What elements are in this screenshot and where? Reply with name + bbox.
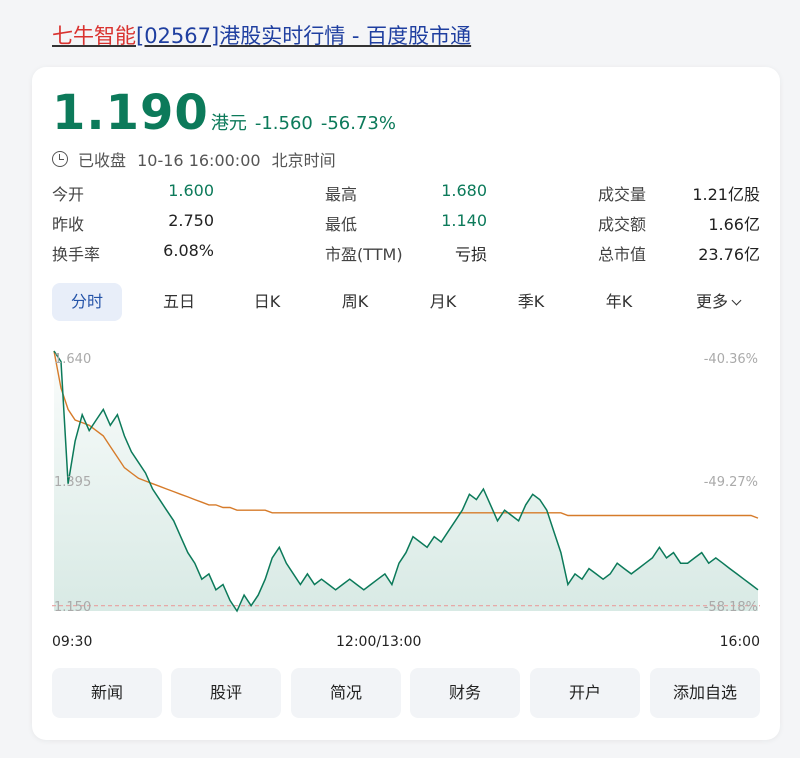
price-change-pct: -56.73% bbox=[320, 113, 396, 134]
chevron-down-icon bbox=[731, 295, 742, 306]
tab-quarterly-k[interactable]: 季K bbox=[517, 292, 545, 311]
status-timezone: 北京时间 bbox=[271, 151, 336, 170]
open-label: 今开 bbox=[52, 185, 85, 204]
volume-value: 1.21亿股 bbox=[692, 185, 760, 204]
low-value: 1.140 bbox=[441, 211, 487, 230]
tab-yearly-k[interactable]: 年K bbox=[605, 292, 633, 311]
turnover-rate-label: 换手率 bbox=[52, 245, 101, 264]
low-label: 最低 bbox=[325, 215, 358, 234]
y-tick-label: 1.395 bbox=[54, 475, 91, 490]
pct-tick-label: -49.27% bbox=[704, 475, 758, 490]
comments-button[interactable]: 股评 bbox=[171, 668, 281, 718]
tab-weekly-k[interactable]: 周K bbox=[341, 292, 369, 311]
y-tick-label: 1.640 bbox=[54, 352, 91, 367]
price-area bbox=[54, 351, 758, 611]
pct-tick-label: -40.36% bbox=[704, 352, 758, 367]
tab-more[interactable]: 更多 bbox=[676, 283, 760, 321]
pct-tick-label: -58.18% bbox=[704, 600, 758, 615]
market-cap-value: 23.76亿 bbox=[698, 245, 760, 264]
pe-label: 市盈(TTM) bbox=[325, 245, 403, 264]
clock-icon bbox=[52, 151, 68, 167]
intraday-chart[interactable]: 1.640 1.395 1.150 -40.36% -49.27% -58.18% bbox=[52, 337, 762, 647]
finance-button[interactable]: 财务 bbox=[410, 668, 520, 718]
status-time: 10-16 16:00:00 bbox=[137, 151, 261, 170]
tab-intraday[interactable]: 分时 bbox=[52, 283, 122, 321]
tab-five-day[interactable]: 五日 bbox=[162, 292, 195, 311]
x-label-midday: 12:00/13:00 bbox=[336, 634, 422, 650]
tab-monthly-k[interactable]: 月K bbox=[429, 292, 457, 311]
turnover-rate-value: 6.08% bbox=[163, 241, 214, 260]
page-title-rest[interactable]: [02567]港股实时行情 - 百度股市通 bbox=[136, 24, 472, 48]
news-button[interactable]: 新闻 bbox=[52, 668, 162, 718]
add-watchlist-button[interactable]: 添加自选 bbox=[650, 668, 760, 718]
quote-card: 1.190 港元 -1.560 -56.73% 已收盘 10-16 16:00:… bbox=[32, 67, 780, 740]
open-account-button[interactable]: 开户 bbox=[530, 668, 640, 718]
high-value: 1.680 bbox=[441, 181, 487, 200]
market-status: 已收盘 10-16 16:00:00 北京时间 bbox=[52, 147, 342, 171]
turnover-label: 成交额 bbox=[598, 215, 647, 234]
x-label-open: 09:30 bbox=[52, 634, 93, 650]
current-price: 1.190 bbox=[52, 85, 209, 141]
market-cap-label: 总市值 bbox=[598, 245, 647, 264]
stats-grid: 今开 1.600 最高 1.680 成交量 1.21亿股 昨收 2.750 最低… bbox=[52, 181, 760, 271]
price-line bbox=[53, 350, 759, 613]
volume-label: 成交量 bbox=[598, 185, 647, 204]
page-title[interactable]: 七牛智能[02567]港股实时行情 - 百度股市通 bbox=[52, 20, 471, 52]
y-tick-label: 1.150 bbox=[54, 600, 91, 615]
turnover-value: 1.66亿 bbox=[708, 215, 760, 234]
profile-button[interactable]: 简况 bbox=[291, 668, 401, 718]
prev-close-value: 2.750 bbox=[168, 211, 214, 230]
company-link[interactable]: 七牛智能 bbox=[52, 24, 136, 48]
high-label: 最高 bbox=[325, 185, 358, 204]
x-label-close: 16:00 bbox=[719, 634, 760, 650]
currency-label: 港元 bbox=[210, 113, 247, 134]
open-value: 1.600 bbox=[168, 181, 214, 200]
tab-daily-k[interactable]: 日K bbox=[253, 292, 281, 311]
price-change: -1.560 bbox=[254, 113, 313, 134]
action-bar: 新闻 股评 简况 财务 开户 添加自选 bbox=[52, 668, 760, 720]
prev-close-label: 昨收 bbox=[52, 215, 85, 234]
price-row: 1.190 港元 -1.560 -56.73% bbox=[52, 85, 396, 141]
average-price-line bbox=[53, 350, 759, 519]
tab-more-label: 更多 bbox=[695, 292, 728, 311]
pe-value: 亏损 bbox=[454, 245, 487, 264]
status-label: 已收盘 bbox=[78, 151, 127, 170]
chart-tabs: 分时 五日 日K 周K 月K 季K 年K 更多 bbox=[52, 283, 760, 321]
